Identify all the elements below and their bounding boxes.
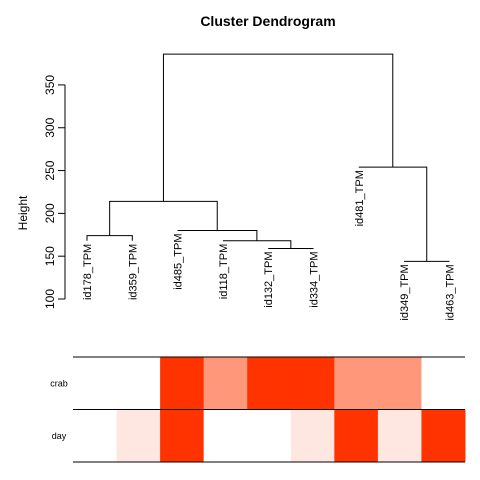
dendrogram-branch	[86, 235, 133, 241]
y-tick-label: 100	[43, 289, 57, 309]
color-bar-heatmap: crab day	[50, 356, 466, 463]
heatmap-cell	[73, 409, 118, 462]
y-tick-label: 250	[43, 160, 57, 180]
heatmap-cell	[377, 357, 422, 410]
heatmap-row-label: crab	[50, 378, 68, 388]
heatmap-cell	[421, 357, 466, 410]
y-axis: 100 150 200 250 300 350	[43, 75, 66, 309]
y-tick-label: 300	[43, 117, 57, 137]
heatmap-cell	[334, 409, 379, 462]
leaf-label: id334_TPM	[309, 251, 321, 307]
leaf-label: id485_TPM	[173, 233, 185, 289]
dendrogram-branch	[358, 166, 428, 262]
leaf-label: id359_TPM	[127, 244, 139, 300]
heatmap-cell	[421, 409, 466, 462]
heatmap-cell	[116, 357, 161, 410]
heatmap-cell	[290, 357, 335, 410]
leaf-label: id481_TPM	[354, 170, 366, 226]
heatmap-cell	[160, 357, 205, 410]
heatmap-row-label: day	[52, 431, 67, 441]
leaf-label: id178_TPM	[82, 244, 94, 300]
dendrogram-branch	[177, 229, 258, 241]
dendrogram-tree	[86, 53, 450, 262]
heatmap-cell	[203, 409, 248, 462]
heatmap-cell	[160, 409, 205, 462]
dendrogram-branch	[222, 240, 292, 249]
heatmap-cell	[334, 357, 379, 410]
heatmap-cell	[116, 409, 161, 462]
heatmap-cell	[247, 357, 292, 410]
heatmap-cell	[73, 357, 118, 410]
leaf-label: id132_TPM	[263, 251, 275, 307]
leaf-label: id463_TPM	[444, 264, 456, 320]
chart-title: Cluster Dendrogram	[200, 13, 335, 29]
leaf-label: id349_TPM	[399, 264, 411, 320]
dendrogram-branch	[162, 53, 394, 202]
heatmap-cell	[290, 409, 335, 462]
dendrogram-branch	[109, 200, 218, 236]
heatmap-cell	[247, 409, 292, 462]
y-tick-label: 350	[43, 75, 57, 95]
heatmap-cell	[377, 409, 422, 462]
y-tick-label: 200	[43, 203, 57, 223]
y-tick-label: 150	[43, 246, 57, 266]
heatmap-cell	[203, 357, 248, 410]
leaf-label: id118_TPM	[218, 244, 230, 299]
y-axis-label: Height	[16, 195, 30, 230]
leaf-labels: id178_TPM id359_TPM id485_TPM id118_TPM id13…	[82, 170, 456, 320]
